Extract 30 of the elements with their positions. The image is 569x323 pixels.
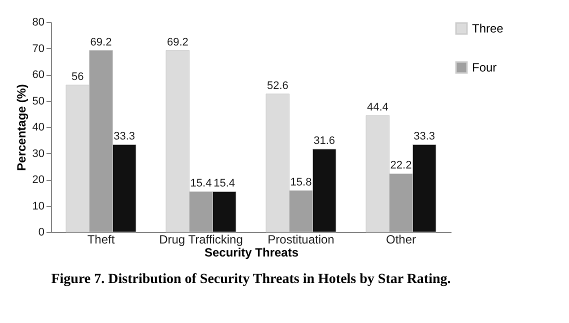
y-tick-label: 30 (32, 148, 44, 160)
data-label: 33.3 (114, 130, 136, 143)
data-label: 33.3 (414, 130, 436, 143)
data-label: 44.4 (366, 101, 388, 114)
y-axis-title: Percentage (%) (14, 84, 28, 171)
data-label: 56 (72, 71, 84, 83)
data-label: 15.8 (290, 176, 312, 189)
data-label: 69.2 (166, 36, 188, 48)
data-label: 22.2 (390, 160, 412, 172)
y-tick-label: 80 (32, 16, 44, 28)
y-tick-label: 70 (32, 42, 44, 55)
y-tick-label: 20 (32, 174, 44, 186)
x-axis-title: Security Threats (204, 246, 299, 260)
data-label: 31.6 (314, 135, 336, 148)
data-label: 15.4 (190, 178, 212, 190)
data-label: 15.4 (214, 178, 236, 190)
legend-label: Four (472, 60, 497, 74)
x-tick-label: Theft (87, 232, 116, 246)
data-label: 52.6 (266, 80, 288, 92)
data-label: 69.2 (90, 36, 112, 48)
x-tick-label: Other (386, 232, 416, 246)
x-tick-label: Prostituation (268, 232, 334, 246)
y-tick-label: 60 (32, 69, 44, 81)
y-tick-label: 40 (32, 122, 44, 134)
legend-label: Three (472, 22, 504, 36)
y-tick-label: 0 (38, 226, 44, 238)
x-tick-label: Drug Trafficking (159, 232, 243, 246)
text: Figure 7. Distribution of Security Threats in Hotels by Star Rating. (51, 272, 451, 287)
y-tick-label: 10 (32, 200, 44, 212)
y-tick-label: 50 (32, 95, 44, 108)
